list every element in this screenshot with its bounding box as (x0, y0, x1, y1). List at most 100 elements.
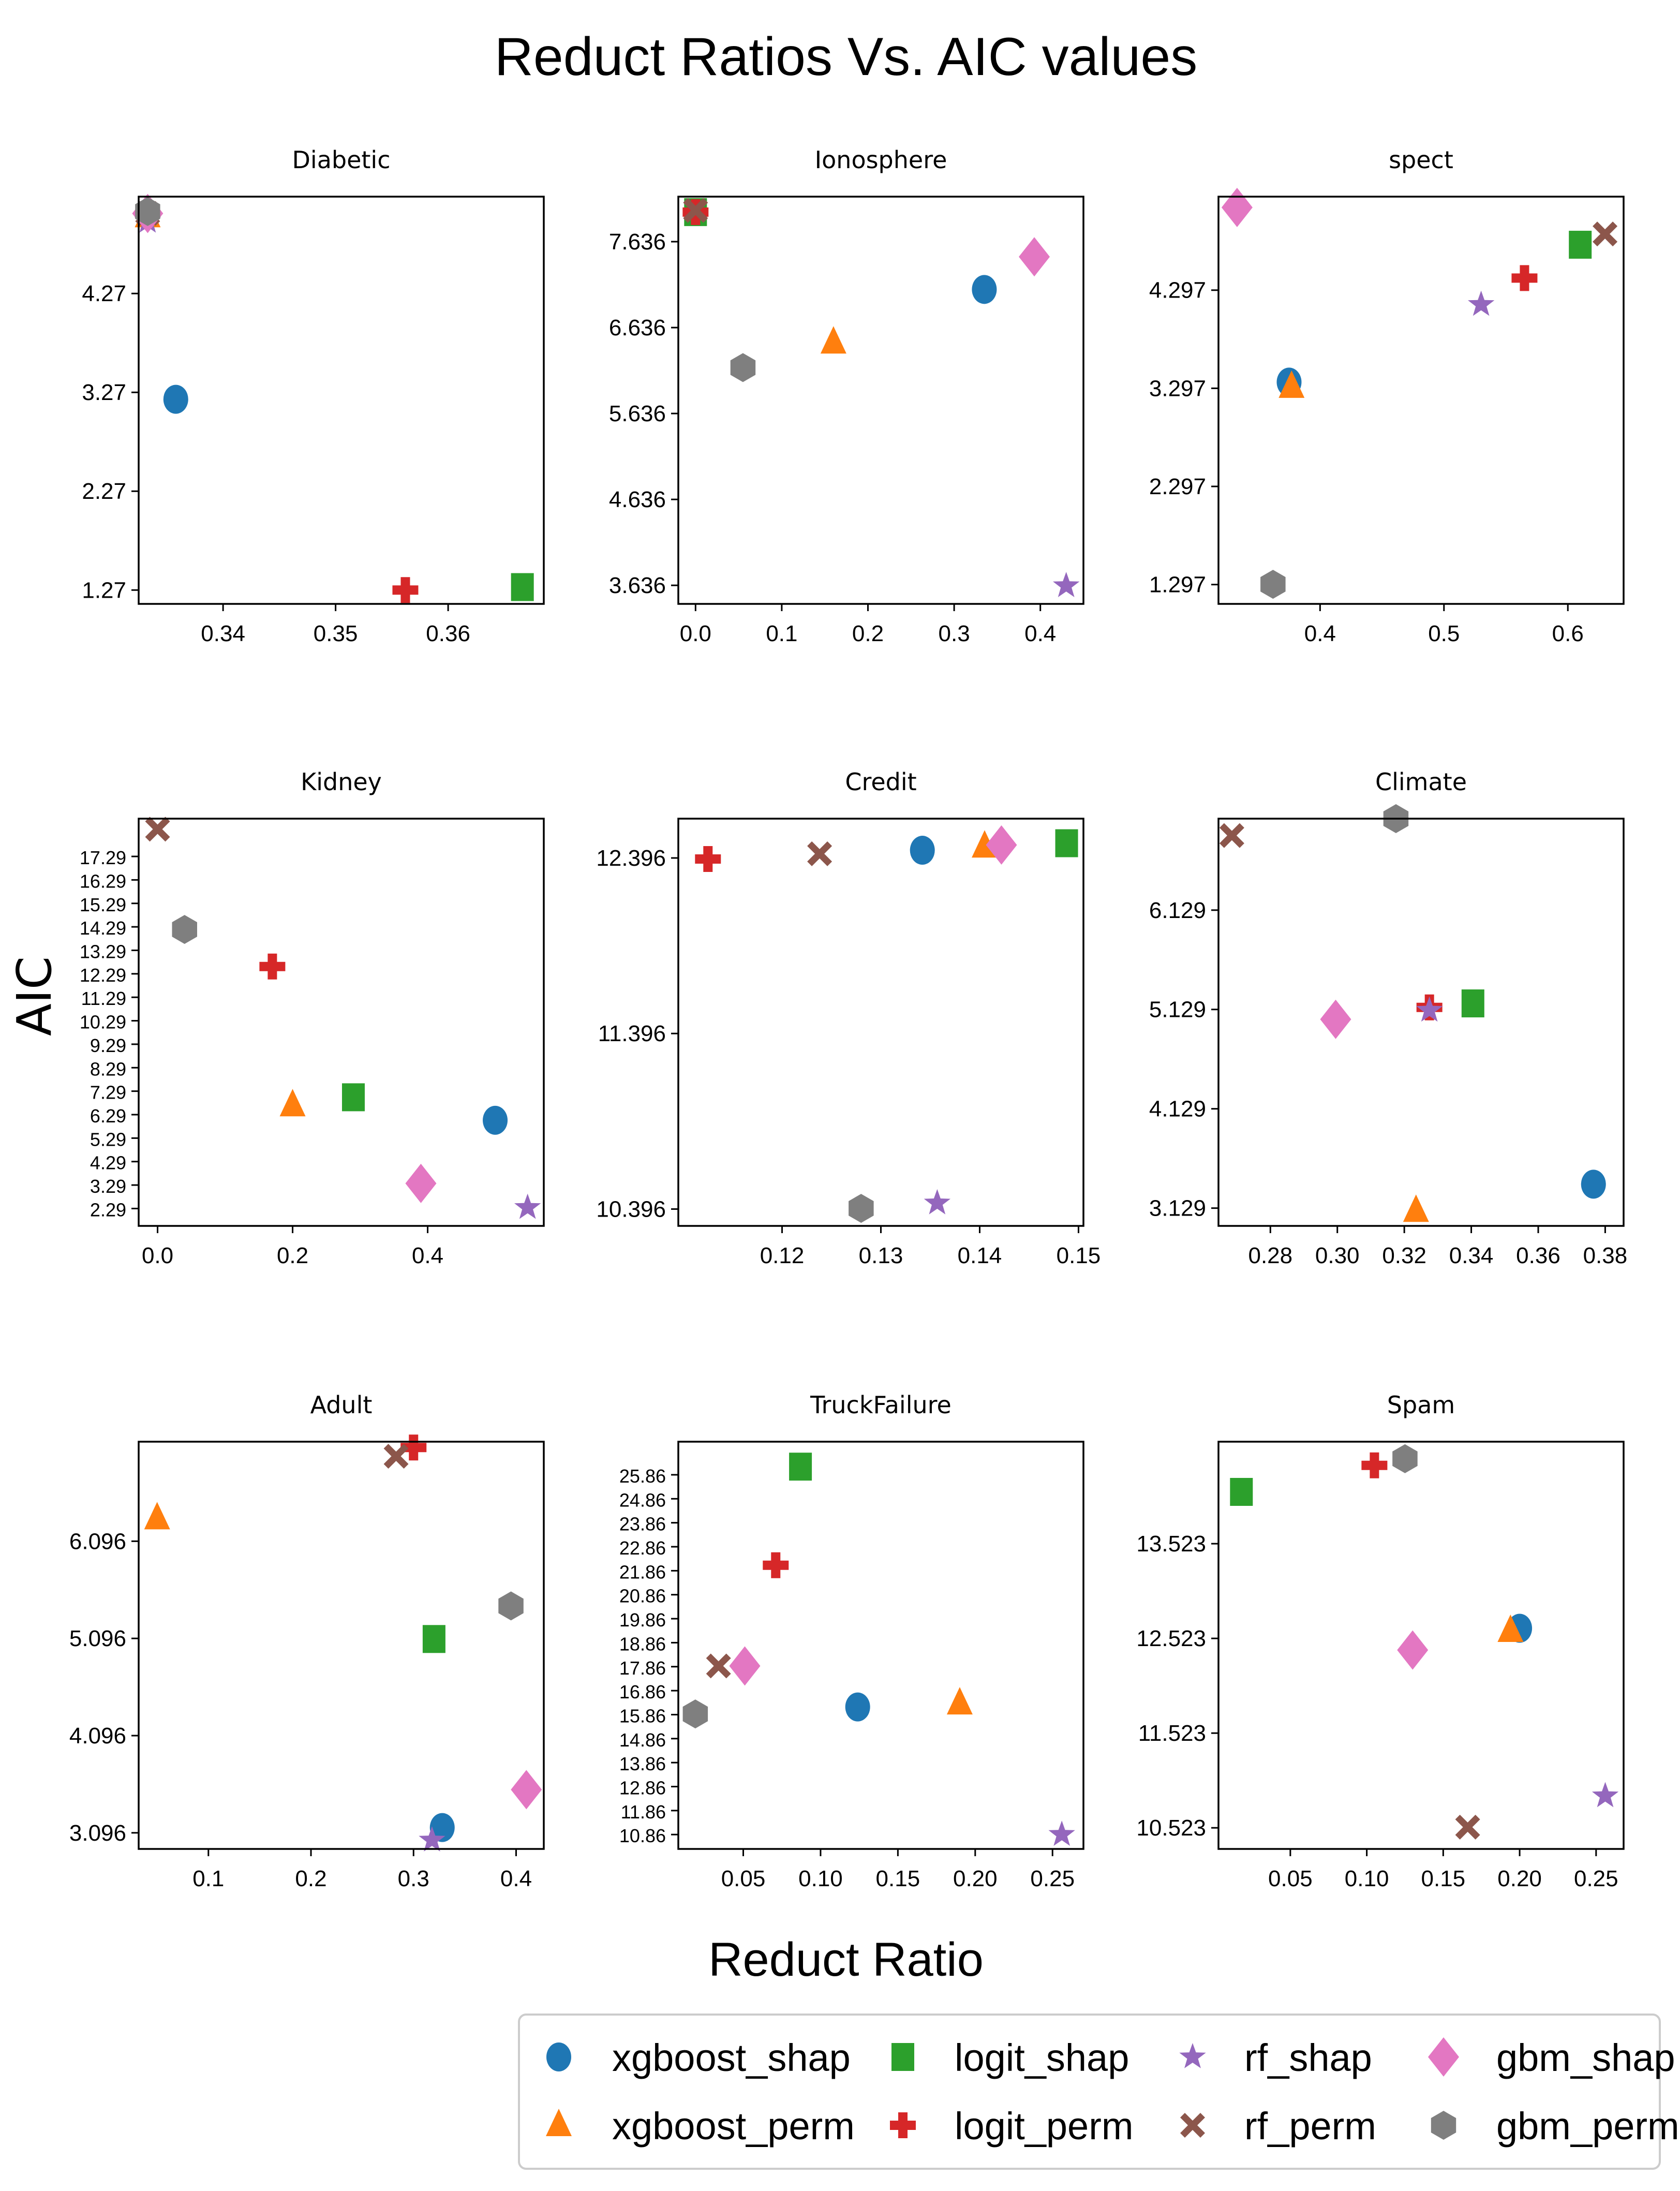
point-xgboost_shap (910, 836, 935, 865)
y-tick-label: 7.636 (609, 229, 666, 255)
y-tick-label: 4.636 (609, 487, 666, 512)
point-gbm_shap (405, 1163, 437, 1203)
point-rf_perm (1219, 823, 1244, 848)
x-tick-label: 0.1 (192, 1866, 224, 1891)
point-xgboost_shap (1581, 1169, 1606, 1199)
point-gbm_shap (1397, 1630, 1429, 1670)
x-tick-label: 0.25 (1030, 1866, 1075, 1891)
point-gbm_perm (1392, 1444, 1418, 1473)
point-logit_shap (1461, 989, 1484, 1018)
y-tick-label: 2.29 (90, 1199, 126, 1220)
x-tick-label: 0.4 (500, 1866, 532, 1891)
y-tick-label: 3.29 (90, 1176, 126, 1197)
subplot-credit: Credit 0.12 0.13 0.14 0.15 10.396 11.396 12.396 (596, 768, 1101, 1268)
x-tick-label: 0.20 (1497, 1866, 1542, 1891)
y-tick-label: 4.129 (1149, 1097, 1206, 1122)
point-xgboost_perm (1278, 370, 1305, 398)
x-tick-label: 0.15 (1421, 1866, 1466, 1891)
x-tick-label: 0.15 (1057, 1243, 1101, 1268)
x-tick-label: 0.0 (142, 1243, 173, 1268)
subplot-title: Credit (845, 768, 916, 796)
point-rf_perm (807, 841, 832, 866)
x-tick-label: 0.0 (680, 621, 711, 646)
subplot-grid: Diabetic 0.34 0.35 0.36 1.27 2.27 3.27 4.27 Iono… (69, 146, 1627, 1891)
point-gbm_shap (511, 1770, 542, 1810)
legend-label: gbm_shap (1496, 2036, 1675, 2079)
y-tick-label: 12.396 (596, 846, 666, 871)
y-tick-label: 17.29 (80, 847, 126, 868)
point-xgboost_shap (972, 275, 997, 304)
subplot-title: spect (1389, 146, 1453, 174)
y-tick-label: 7.29 (90, 1082, 126, 1103)
y-tick-label: 5.29 (90, 1129, 126, 1150)
x-tick-label: 0.2 (295, 1866, 326, 1891)
point-logit_shap (341, 1083, 365, 1112)
x-tick-label: 0.10 (798, 1866, 843, 1891)
subplot-title: Spam (1387, 1391, 1455, 1419)
x-tick-label: 0.1 (766, 621, 797, 646)
point-logit_perm (400, 1434, 427, 1461)
point-rf_perm (383, 1444, 409, 1469)
point-rf_shap (1048, 1820, 1075, 1846)
legend-marker-logit-shap (891, 2043, 914, 2071)
point-xgboost_shap (483, 1105, 508, 1135)
y-tick-label: 11.86 (621, 1801, 666, 1823)
legend-marker-xgboost-shap (546, 2042, 571, 2071)
x-tick-label: 0.13 (859, 1243, 903, 1268)
x-tick-label: 0.14 (958, 1243, 1002, 1268)
subplot-spect: spect 0.4 0.5 0.6 1.297 2.297 3.297 4.297 (1149, 146, 1625, 646)
point-logit_shap (1230, 1478, 1253, 1506)
y-tick-label: 14.86 (619, 1729, 666, 1751)
point-xgboost_perm (144, 1502, 170, 1530)
point-xgboost_perm (1403, 1194, 1429, 1222)
point-xgboost_perm (1497, 1615, 1524, 1642)
point-logit_perm (392, 577, 419, 603)
y-tick-label: 13.523 (1136, 1531, 1206, 1557)
point-xgboost_perm (279, 1089, 306, 1117)
legend-item-rf-perm: rf_perm (1180, 2105, 1376, 2148)
y-tick-label: 16.86 (619, 1681, 666, 1703)
point-gbm_perm (849, 1194, 874, 1223)
x-tick-label: 0.35 (314, 621, 358, 646)
y-tick-label: 11.523 (1138, 1721, 1206, 1746)
point-rf_shap (924, 1189, 950, 1215)
subplot-title: Adult (310, 1391, 373, 1419)
y-tick-label: 12.86 (619, 1777, 666, 1798)
x-tick-label: 0.12 (760, 1243, 805, 1268)
y-tick-label: 12.523 (1136, 1626, 1206, 1651)
y-tick-label: 23.86 (619, 1514, 666, 1535)
point-gbm_shap (1019, 237, 1050, 277)
point-logit_perm (695, 846, 721, 872)
point-rf_perm (683, 198, 708, 223)
legend-label: logit_perm (955, 2105, 1134, 2148)
point-rf_shap (1416, 996, 1443, 1022)
y-tick-label: 9.29 (90, 1035, 126, 1056)
y-tick-label: 19.86 (619, 1609, 666, 1631)
y-tick-label: 5.636 (609, 401, 666, 426)
y-tick-label: 1.297 (1149, 572, 1206, 598)
axes-frame (1217, 818, 1625, 1227)
subplot-diabetic: Diabetic 0.34 0.35 0.36 1.27 2.27 3.27 4.27 (82, 146, 545, 646)
point-gbm_shap (986, 825, 1017, 865)
point-rf_shap (514, 1193, 541, 1219)
y-tick-label: 6.129 (1149, 898, 1206, 923)
point-rf_shap (1053, 572, 1080, 597)
subplot-adult: Adult 0.1 0.2 0.3 0.4 3.096 4.096 5.096 6.096 (69, 1391, 545, 1891)
point-xgboost_perm (820, 326, 846, 354)
y-tick-label: 20.86 (619, 1586, 666, 1607)
axes-frame (1217, 1441, 1625, 1850)
x-tick-label: 0.34 (201, 621, 245, 646)
point-rf_perm (1593, 221, 1618, 247)
subplot-ionosphere: Ionosphere 0.0 0.1 0.2 0.3 0.4 3.636 4.636 5.636… (609, 146, 1084, 646)
y-tick-label: 6.29 (90, 1105, 126, 1127)
y-tick-label: 8.29 (90, 1058, 126, 1079)
axes-frame (677, 1441, 1084, 1850)
subplot-climate: Climate 0.28 0.30 0.32 0.34 0.36 0.38 3.129 4.12… (1149, 768, 1627, 1268)
x-tick-label: 0.20 (953, 1866, 998, 1891)
y-tick-label: 5.096 (69, 1626, 126, 1651)
legend-marker-rf-shap (1179, 2043, 1206, 2068)
y-tick-label: 13.86 (619, 1753, 666, 1774)
x-tick-label: 0.5 (1428, 621, 1460, 646)
y-tick-label: 10.86 (619, 1825, 666, 1846)
legend-marker-logit-perm (890, 2112, 916, 2138)
